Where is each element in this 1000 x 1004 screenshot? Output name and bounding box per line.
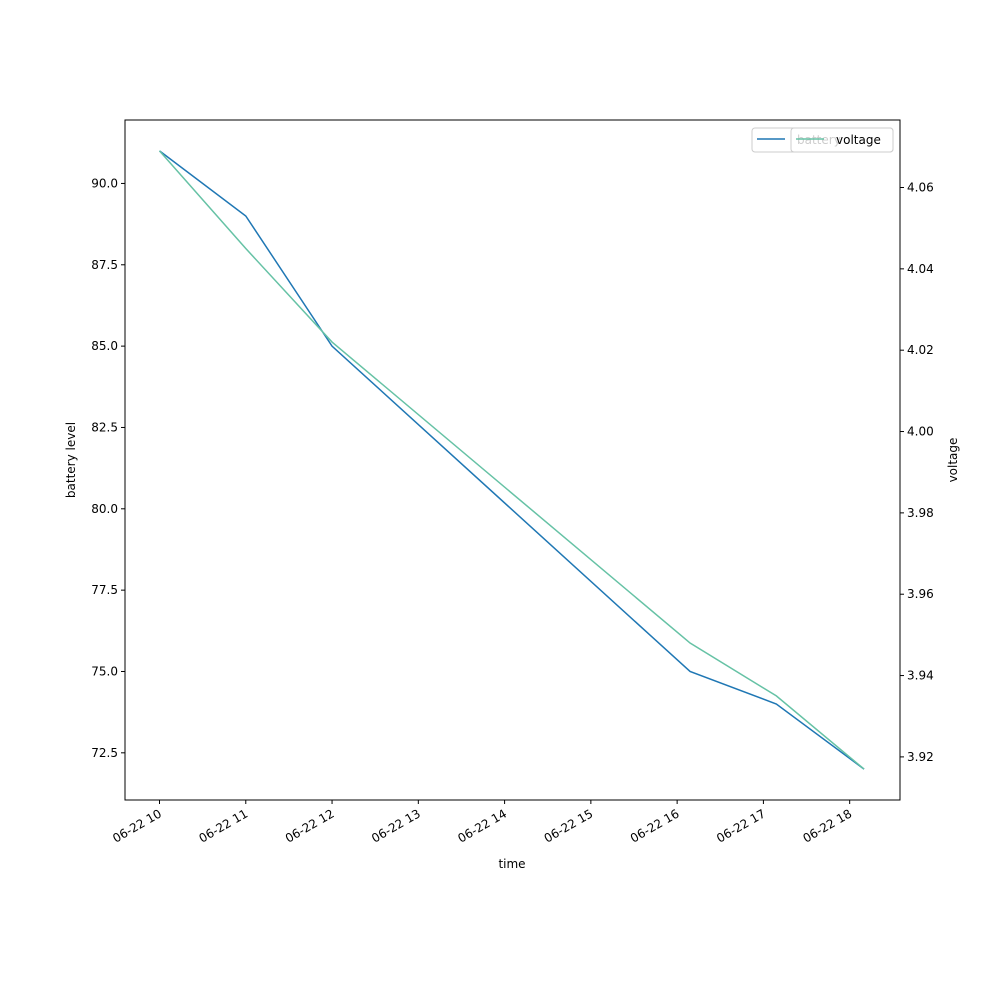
- y-tick-label: 75.0: [91, 664, 118, 678]
- x-tick-label: 06-22 17: [714, 806, 768, 845]
- x-axis-label: time: [498, 857, 525, 871]
- x-tick-label: 06-22 18: [800, 806, 854, 845]
- y2-tick-label: 3.96: [907, 587, 934, 601]
- x-tick-label: 06-22 13: [369, 806, 423, 845]
- y-tick-label: 72.5: [91, 746, 118, 760]
- plot-frame: [124, 119, 901, 801]
- x-tick-label: 06-22 12: [283, 806, 337, 845]
- y-tick-label: 82.5: [91, 420, 118, 434]
- x-tick-label: 06-22 11: [197, 806, 251, 845]
- y2-tick-label: 3.94: [907, 669, 934, 683]
- x-tick-label: 06-22 15: [542, 806, 596, 845]
- y2-tick-label: 4.00: [907, 425, 934, 439]
- legend-box: [790, 127, 894, 153]
- x-tick-label: 06-22 16: [628, 806, 682, 845]
- y-tick-label: 90.0: [91, 176, 118, 190]
- series-line: [158, 150, 865, 770]
- y-tick-label: 85.0: [91, 339, 118, 353]
- y2-axis-label: voltage: [946, 438, 960, 483]
- x-tick-label: 06-22 10: [110, 806, 164, 845]
- y-axis-label: battery level: [64, 422, 78, 498]
- y2-tick-label: 4.02: [907, 343, 934, 357]
- series-line: [159, 150, 865, 770]
- x-tick-label: 06-22 14: [455, 806, 509, 845]
- y-tick-label: 87.5: [91, 258, 118, 272]
- y2-tick-label: 4.06: [907, 181, 934, 195]
- y2-tick-label: 3.92: [907, 750, 934, 764]
- y2-tick-label: 3.98: [907, 506, 934, 520]
- y-tick-label: 80.0: [91, 502, 118, 516]
- legend-label: voltage: [836, 133, 881, 147]
- y2-tick-label: 4.04: [907, 262, 934, 276]
- y-tick-label: 77.5: [91, 583, 118, 597]
